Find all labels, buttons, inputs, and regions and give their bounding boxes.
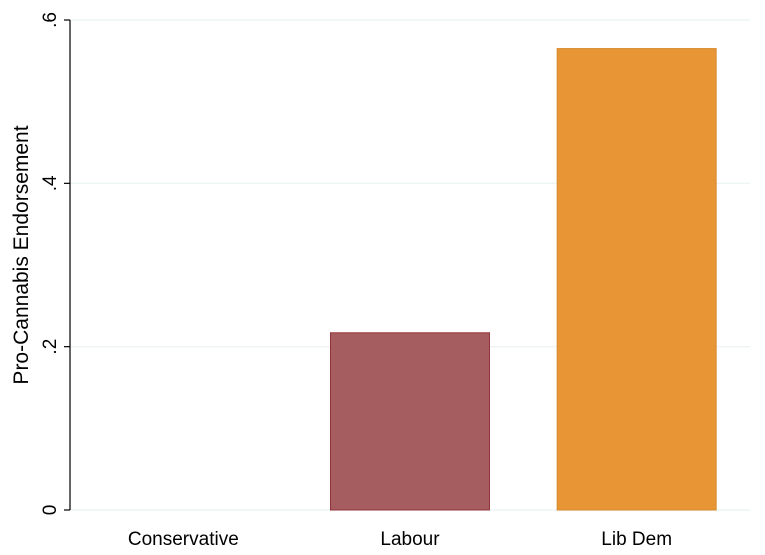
bar-lib-dem	[556, 48, 717, 511]
x-tick-label: Lib Dem	[601, 529, 672, 550]
y-tick-label: .6	[40, 12, 61, 28]
bars	[330, 48, 717, 511]
x-tick-labels: Conservative Labour Lib Dem	[128, 529, 672, 550]
y-tick-label: 0	[40, 505, 61, 516]
x-tick-label: Labour	[380, 529, 440, 550]
y-tick-labels: 0 .2 .4 .6	[40, 12, 61, 515]
y-tick-label: .4	[40, 175, 61, 191]
axes	[64, 19, 71, 511]
y-axis-title: Pro-Cannabis Endorsement	[10, 125, 33, 384]
bar-labour	[330, 332, 490, 511]
x-tick-label: Conservative	[128, 529, 239, 550]
y-tick-label: .2	[40, 339, 61, 355]
